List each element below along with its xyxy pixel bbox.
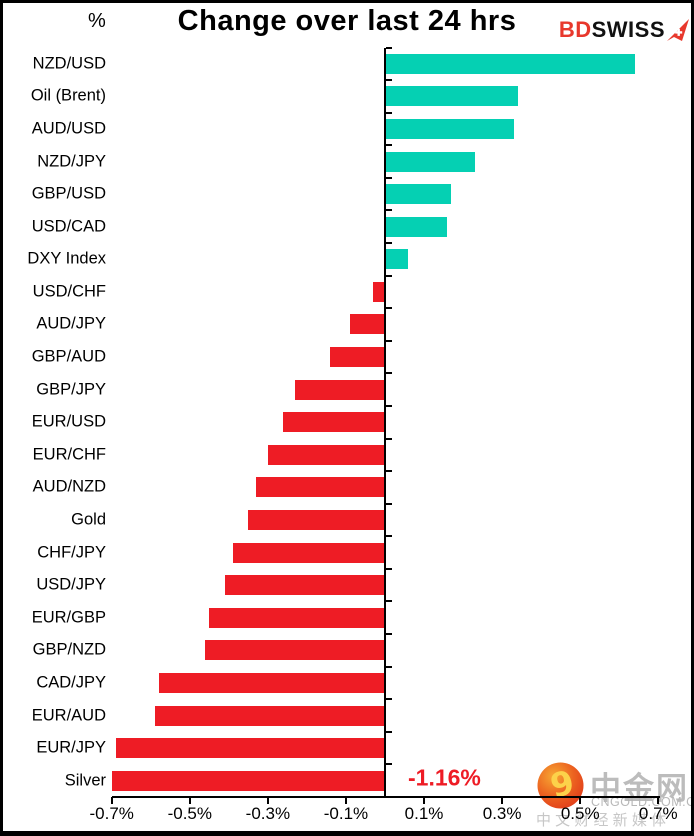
bar	[385, 151, 475, 172]
category-tick	[386, 763, 392, 766]
bar	[267, 444, 385, 465]
bar	[232, 542, 385, 563]
x-axis-line	[112, 796, 660, 798]
category-label: Silver	[64, 771, 106, 790]
chart-title: Change over last 24 hrs	[177, 5, 517, 37]
x-axis-tick	[188, 797, 191, 804]
bar	[295, 379, 385, 400]
bar	[283, 412, 385, 433]
x-axis-tick-label: -0.5%	[167, 804, 213, 823]
bar	[158, 672, 385, 693]
bdswiss-logo: BD SWISS	[559, 17, 690, 43]
category-label: NZD/JPY	[37, 152, 106, 171]
category-label: NZD/USD	[32, 54, 106, 73]
category-tick	[386, 307, 392, 310]
category-tick	[386, 470, 392, 473]
bar	[349, 314, 385, 335]
bar	[256, 477, 385, 498]
category-tick	[386, 698, 392, 701]
x-axis-tick	[579, 797, 582, 804]
category-label: USD/JPY	[36, 575, 106, 594]
category-tick	[386, 404, 392, 407]
watermark-site-name: 中金网	[590, 771, 689, 806]
x-axis-tick	[657, 797, 660, 804]
category-label: GBP/JPY	[36, 380, 106, 399]
category-label: EUR/CHF	[32, 445, 106, 464]
category-label: EUR/AUD	[31, 706, 106, 725]
bar	[385, 249, 409, 270]
bar	[330, 347, 385, 368]
category-tick	[386, 242, 392, 245]
category-label: Gold	[71, 510, 106, 529]
cngold-logo-icon: 9	[537, 762, 584, 809]
bar	[154, 705, 385, 726]
category-tick	[386, 502, 392, 505]
zero-axis-line	[384, 47, 386, 797]
bar	[385, 216, 448, 237]
watermark-tagline: 中 文 财 经 新 媒 体	[536, 812, 667, 829]
x-axis-tick	[501, 797, 504, 804]
category-tick	[386, 144, 392, 147]
category-label: AUD/NZD	[32, 477, 106, 496]
category-label: EUR/GBP	[31, 608, 106, 627]
category-tick	[386, 176, 392, 179]
category-label: GBP/AUD	[31, 347, 106, 366]
category-label: GBP/USD	[31, 184, 106, 203]
x-axis-tick-label: 0.7%	[638, 804, 678, 823]
bar	[385, 86, 518, 107]
category-label: USD/CHF	[32, 282, 106, 301]
bar	[115, 738, 385, 759]
category-tick	[386, 79, 392, 82]
category-tick	[386, 665, 392, 668]
category-label: Oil (Brent)	[30, 86, 106, 105]
category-tick	[386, 372, 392, 375]
watermark-site-url: CNGOLD.COM.CN	[591, 795, 694, 809]
category-tick	[386, 209, 392, 212]
x-axis-tick	[266, 797, 269, 804]
category-label: DXY Index	[27, 249, 106, 268]
category-tick	[386, 730, 392, 733]
bar	[209, 607, 385, 628]
x-axis-tick-label: -0.1%	[323, 804, 369, 823]
category-tick	[386, 111, 392, 114]
bar	[385, 118, 514, 139]
bdswiss-arrow-icon	[667, 19, 689, 41]
category-tick	[386, 633, 392, 636]
bar	[385, 53, 635, 74]
category-label: EUR/USD	[31, 412, 106, 431]
category-label: CAD/JPY	[36, 673, 106, 692]
x-axis-tick	[110, 797, 113, 804]
category-label: GBP/NZD	[32, 640, 106, 659]
category-label: AUD/JPY	[36, 314, 106, 333]
category-label: CHF/JPY	[37, 543, 106, 562]
bdswiss-logo-swiss: SWISS	[591, 17, 665, 42]
bdswiss-logo-bd: BD	[558, 17, 592, 42]
x-axis-tick	[344, 797, 347, 804]
category-tick	[386, 437, 392, 440]
bar	[224, 575, 385, 596]
category-tick	[386, 535, 392, 538]
bar	[205, 640, 385, 661]
category-tick	[386, 567, 392, 570]
x-axis-tick-label: 0.5%	[560, 804, 600, 823]
x-axis-tick	[423, 797, 426, 804]
annotation-value: -1.16%	[408, 764, 481, 791]
y-axis-unit-label: %	[88, 10, 106, 32]
category-tick	[386, 600, 392, 603]
category-label: USD/CAD	[31, 217, 106, 236]
x-axis-tick-label: 0.3%	[482, 804, 522, 823]
category-label: AUD/USD	[31, 119, 106, 138]
bar	[112, 770, 385, 791]
bar	[373, 281, 385, 302]
bar	[385, 184, 452, 205]
category-tick	[386, 46, 392, 49]
category-label: EUR/JPY	[36, 738, 106, 757]
category-tick	[386, 274, 392, 277]
x-axis-tick-label: -0.3%	[245, 804, 291, 823]
x-axis-tick-label: 0.1%	[404, 804, 444, 823]
category-tick	[386, 339, 392, 342]
x-axis-tick-label: -0.7%	[89, 804, 134, 823]
bar	[248, 510, 385, 530]
